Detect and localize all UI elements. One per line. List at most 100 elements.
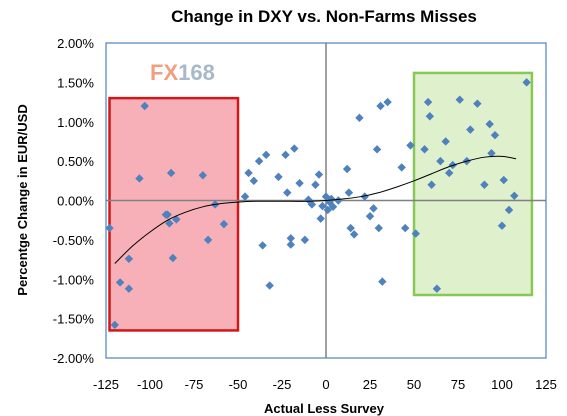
x-tick-label: 75 <box>451 377 465 392</box>
y-tick-label: -0.50% <box>53 233 95 248</box>
x-tick-label: -50 <box>229 377 248 392</box>
data-point <box>334 196 343 205</box>
chart-title: Change in DXY vs. Non-Farms Misses <box>171 7 477 26</box>
plot-area-border <box>105 42 547 359</box>
svg-text:FX168: FX168 <box>150 60 215 85</box>
highlight-regions <box>108 71 534 332</box>
data-point <box>504 205 514 215</box>
data-point <box>244 168 253 178</box>
data-point <box>365 212 375 221</box>
y-tick-label: 1.50% <box>57 75 94 90</box>
data-point <box>355 113 364 123</box>
data-point <box>342 164 352 174</box>
data-point <box>115 278 125 287</box>
data-point <box>487 149 496 158</box>
x-tick-label: 125 <box>535 377 557 392</box>
data-point <box>411 229 420 238</box>
data-point <box>286 240 295 249</box>
data-point <box>168 253 178 263</box>
x-tick-label: 25 <box>363 377 377 392</box>
data-point <box>423 97 433 107</box>
data-point <box>406 141 415 150</box>
data-point <box>490 130 500 140</box>
data-point <box>283 188 292 197</box>
data-point <box>374 223 383 233</box>
data-point <box>455 95 464 104</box>
data-point <box>203 235 213 245</box>
data-point <box>328 202 338 211</box>
data-point <box>497 221 507 230</box>
data-point <box>499 175 508 185</box>
data-point <box>344 188 354 197</box>
x-tick-label: 0 <box>322 377 329 392</box>
data-point <box>258 241 267 250</box>
data-point <box>420 145 429 154</box>
data-point <box>369 204 378 213</box>
data-point <box>254 156 264 166</box>
data-point <box>318 201 327 211</box>
x-tick-label: -25 <box>273 377 292 392</box>
y-tick-label: 0.00% <box>57 194 94 209</box>
data-point <box>163 210 172 219</box>
x-axis-label: Actual Less Survey <box>264 401 385 416</box>
data-point <box>274 172 283 182</box>
data-point <box>349 230 359 239</box>
data-point <box>321 192 331 201</box>
data-point <box>427 180 436 189</box>
data-point <box>307 200 317 209</box>
data-point <box>376 101 385 111</box>
data-point <box>316 214 325 223</box>
data-point <box>436 156 445 166</box>
data-point <box>445 168 454 178</box>
data-point <box>240 192 250 201</box>
y-tick-label: -1.50% <box>53 312 95 327</box>
data-point <box>165 219 174 228</box>
y-tick-label: 1.00% <box>57 115 94 130</box>
data-points <box>105 78 531 330</box>
data-point <box>265 281 274 290</box>
red-region-box <box>108 96 240 332</box>
data-point <box>425 112 435 121</box>
x-tick-label: 100 <box>491 377 513 392</box>
y-tick-label: -1.00% <box>53 272 95 287</box>
data-point <box>473 99 482 108</box>
data-point <box>110 320 119 330</box>
data-point <box>300 235 310 245</box>
data-point <box>281 150 290 160</box>
x-tick-label: -125 <box>93 377 119 392</box>
data-point <box>124 254 134 263</box>
data-point <box>485 119 494 129</box>
trend-line <box>114 155 517 264</box>
data-point <box>346 223 355 233</box>
data-point <box>372 145 382 154</box>
data-point <box>295 178 304 188</box>
fx168-watermark-logo: FX168 <box>136 52 258 86</box>
data-point <box>383 97 392 107</box>
data-point <box>401 223 410 233</box>
data-point <box>323 205 332 215</box>
data-point <box>480 180 489 189</box>
data-point <box>441 137 450 146</box>
data-point <box>105 223 114 233</box>
data-point <box>360 192 369 201</box>
watermark-fx-text: FX <box>150 60 178 85</box>
data-point <box>466 125 475 134</box>
data-point <box>432 284 442 293</box>
x-axis-tick-labels: -125 -100 -75 -50 -25 0 25 50 75 100 125 <box>93 377 557 392</box>
x-tick-label: 50 <box>407 377 421 392</box>
data-point <box>249 176 259 186</box>
watermark-168-text: 168 <box>178 60 215 85</box>
data-point <box>311 180 320 189</box>
data-point <box>522 78 531 87</box>
data-point <box>314 170 324 179</box>
data-point <box>397 163 406 172</box>
data-point <box>261 150 271 160</box>
data-point <box>510 191 519 200</box>
data-point <box>290 144 299 153</box>
data-point <box>198 171 207 180</box>
data-point <box>219 219 229 229</box>
data-point <box>135 174 144 183</box>
y-tick-label: -2.00% <box>53 351 95 366</box>
y-tick-label: 2.00% <box>57 36 94 51</box>
